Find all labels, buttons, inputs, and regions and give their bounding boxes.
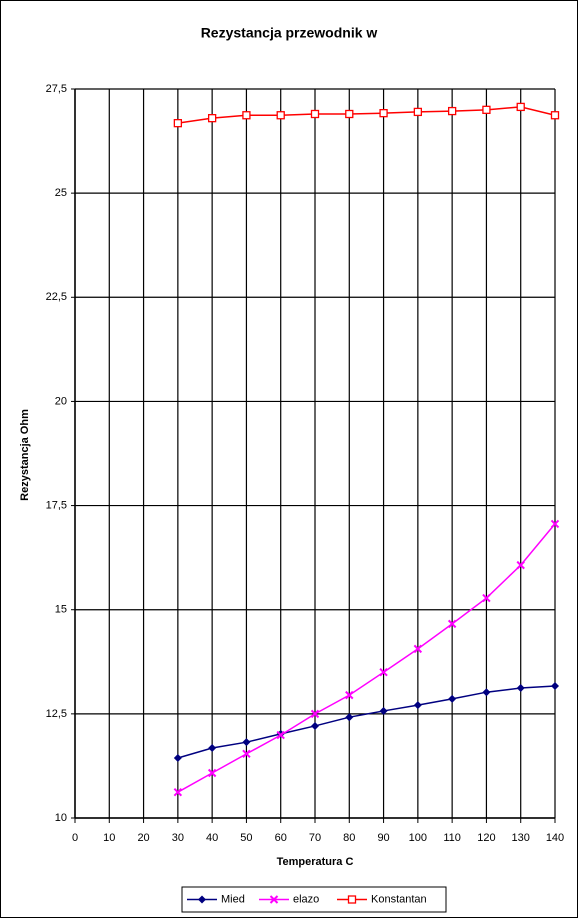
legend-marker [198,895,206,904]
marker [173,754,182,763]
marker [208,744,217,753]
y-axis-label: Rezystancja Ohm [19,409,31,501]
legend-label: Konstantan [371,893,427,905]
legend-box [181,886,447,913]
x-tick-label: 0 [72,832,78,844]
marker [550,111,560,120]
x-tick-label: 60 [275,832,287,844]
x-tick-label: 80 [343,832,355,844]
marker [413,107,423,117]
marker [482,688,491,697]
marker [276,730,285,740]
legend-label: Mied [221,893,245,905]
chart-title: Rezystancja przewodnik w [201,25,378,41]
marker [516,684,525,693]
marker [345,713,354,722]
marker [311,721,319,730]
y-tick-label: 17,5 [46,499,67,511]
y-tick-label: 22,5 [46,291,67,303]
series-line [177,106,556,124]
marker [173,787,183,797]
y-tick-label: 27,5 [46,83,67,95]
marker [379,109,388,118]
marker [516,560,525,570]
marker [242,738,251,747]
marker [447,106,457,116]
y-tick-label: 15 [55,604,67,616]
marker [207,768,217,778]
x-tick-label: 50 [240,832,252,844]
marker [413,701,422,710]
marker [207,114,217,123]
x-tick-label: 130 [512,832,530,844]
legend-marker [269,895,279,904]
x-tick-label: 100 [409,832,427,844]
marker [482,593,491,603]
marker [379,706,388,715]
marker [413,644,423,654]
y-tick-label: 12,5 [46,708,67,720]
x-tick-label: 110 [443,832,461,844]
marker [447,619,457,629]
marker [345,690,354,700]
series-line [177,523,556,793]
y-tick-label: 25 [55,187,67,199]
marker [242,749,251,759]
y-tick-label: 20 [55,395,67,407]
legend-label: elazo [293,893,319,905]
x-tick-label: 140 [546,832,564,844]
x-tick-label: 10 [103,832,115,844]
marker [173,119,183,128]
marker [345,109,354,119]
x-tick-label: 40 [206,832,218,844]
x-tick-label: 120 [477,832,495,844]
x-tick-label: 70 [309,832,321,844]
marker [310,709,320,719]
marker [550,519,560,529]
marker [379,667,388,677]
x-tick-label: 20 [137,832,149,844]
marker [551,681,559,690]
y-tick-label: 10 [55,812,67,824]
series-line [177,685,556,759]
marker [516,102,525,112]
marker [310,109,320,119]
x-tick-label: 30 [172,832,184,844]
marker [276,111,285,120]
legend-marker [347,895,357,904]
marker [482,105,491,114]
marker [448,694,457,703]
x-tick-label: 90 [377,832,389,844]
x-axis-label: Temperatura C [277,856,354,868]
marker [242,111,251,120]
